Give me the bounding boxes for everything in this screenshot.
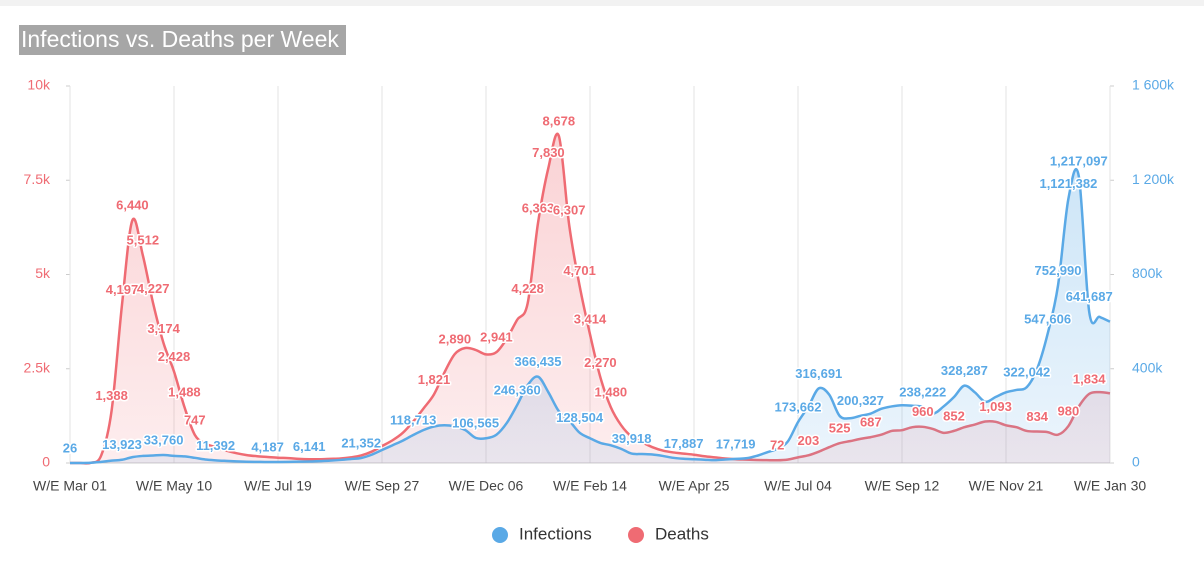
y-tick-label: 0	[42, 454, 50, 470]
y-tick-label: 10k	[27, 77, 51, 93]
data-label: 33,760	[144, 432, 184, 447]
data-label: 852	[943, 408, 965, 423]
data-label: 4,187	[251, 439, 284, 454]
data-label: 547,606	[1024, 311, 1071, 326]
data-label: 316,691	[795, 366, 842, 381]
data-label: 72	[770, 438, 784, 453]
data-label: 2,941	[480, 330, 513, 345]
data-label: 26	[63, 440, 77, 455]
y2-tick-label: 800k	[1132, 265, 1163, 281]
data-label: 8,678	[543, 113, 576, 128]
y-tick-label: 7.5k	[24, 171, 51, 187]
x-tick-label: W/E Feb 14	[553, 478, 627, 494]
x-tick-label: W/E Dec 06	[449, 478, 524, 494]
data-label: 687	[860, 415, 882, 430]
data-label: 366,435	[515, 354, 562, 369]
data-label: 128,504	[556, 410, 604, 425]
data-label: 1,480	[595, 385, 628, 400]
x-tick-label: W/E Nov 21	[969, 478, 1044, 494]
y-tick-label: 5k	[35, 265, 51, 281]
line	[69, 167, 1111, 465]
legend-label: Deaths	[655, 524, 709, 543]
top-border	[0, 0, 1204, 6]
y2-tick-label: 1 600k	[1132, 77, 1175, 93]
y2-tick-label: 0	[1132, 454, 1140, 470]
data-label: 17,719	[716, 436, 756, 451]
title-background	[19, 25, 346, 55]
legend-marker	[628, 527, 644, 543]
data-label: 322,042	[1003, 365, 1050, 380]
data-label: 200,327	[837, 393, 884, 408]
x-tick-label: W/E Jul 04	[764, 478, 832, 494]
data-label: 960	[912, 404, 934, 419]
data-label: 980	[1058, 403, 1080, 418]
data-label: 4,197	[106, 282, 139, 297]
data-label: 3,174	[147, 321, 180, 336]
area	[70, 169, 1110, 464]
data-label: 4,227	[137, 281, 170, 296]
data-label: 2,428	[158, 349, 191, 364]
data-label: 203	[798, 433, 820, 448]
data-label: 752,990	[1035, 263, 1082, 278]
data-label: 173,662	[775, 400, 822, 415]
data-label: 1,217,097	[1050, 154, 1108, 169]
data-label: 328,287	[941, 363, 988, 378]
x-tick-label: W/E Jul 19	[244, 478, 312, 494]
data-label: 6,363	[522, 201, 555, 216]
data-label: 1,488	[168, 384, 201, 399]
data-label: 834	[1026, 409, 1048, 424]
x-tick-label: W/E May 10	[136, 478, 212, 494]
data-label: 246,360	[494, 382, 541, 397]
legend-marker	[492, 527, 508, 543]
data-label: 1,093	[979, 399, 1012, 414]
x-tick-label: W/E Mar 01	[33, 478, 107, 494]
data-label: 106,565	[452, 415, 499, 430]
x-tick-label: W/E Jan 30	[1074, 478, 1147, 494]
data-label: 1,834	[1073, 371, 1106, 386]
data-label: 13,923	[102, 437, 142, 452]
data-label: 17,887	[664, 436, 704, 451]
data-label: 1,121,382	[1039, 176, 1097, 191]
y-tick-label: 2.5k	[24, 359, 51, 375]
y2-tick-label: 1 200k	[1132, 171, 1175, 187]
data-label: 238,222	[899, 384, 946, 399]
data-label: 2,890	[439, 331, 472, 346]
data-label: 747	[184, 412, 206, 427]
chart-title: Infections vs. Deaths per Week	[21, 26, 339, 52]
data-label: 1,821	[418, 372, 451, 387]
x-tick-label: W/E Sep 12	[865, 478, 940, 494]
legend-label: Infections	[519, 524, 592, 543]
data-label: 6,440	[116, 198, 149, 213]
data-label: 2,270	[584, 355, 617, 370]
data-label: 118,713	[390, 412, 436, 427]
data-label: 641,687	[1066, 289, 1113, 304]
y2-tick-label: 400k	[1132, 359, 1163, 375]
data-label: 5,512	[127, 233, 160, 248]
data-label: 4,701	[563, 263, 596, 278]
data-label: 6,307	[553, 203, 586, 218]
data-label: 39,918	[612, 431, 652, 446]
data-label: 3,414	[574, 312, 607, 327]
data-label: 525	[829, 421, 851, 436]
data-label: 7,830	[532, 145, 565, 160]
data-label: 4,228	[511, 281, 544, 296]
data-label: 6,141	[293, 439, 326, 454]
data-label: 21,352	[341, 435, 381, 450]
data-label: 11,392	[196, 438, 235, 453]
x-tick-label: W/E Sep 27	[345, 478, 420, 494]
data-label: 1,388	[95, 388, 128, 403]
x-tick-label: W/E Apr 25	[659, 478, 730, 494]
